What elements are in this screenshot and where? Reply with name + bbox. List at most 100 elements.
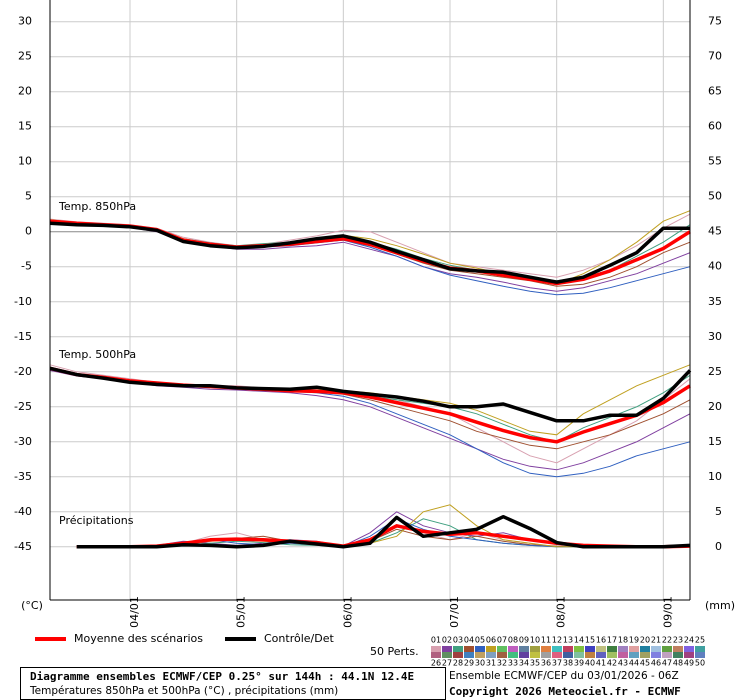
member-label: 44 bbox=[629, 659, 639, 668]
series-line bbox=[76, 514, 691, 549]
member-swatch bbox=[530, 652, 540, 658]
member-swatch bbox=[475, 652, 485, 658]
y2-tick-label: 60 bbox=[708, 120, 722, 133]
member-label: 30 bbox=[475, 659, 485, 668]
x-tick-label: 06/01 bbox=[341, 596, 354, 628]
member-label: 22 bbox=[662, 636, 672, 645]
x-tick-label: 08/01 bbox=[555, 596, 568, 628]
member-label: 12 bbox=[552, 636, 562, 645]
member-label: 32 bbox=[497, 659, 507, 668]
member-swatch bbox=[640, 652, 650, 658]
member-label: 11 bbox=[541, 636, 551, 645]
member-swatch bbox=[640, 646, 650, 652]
member-swatch bbox=[585, 646, 595, 652]
member-label: 29 bbox=[464, 659, 474, 668]
member-swatch bbox=[662, 652, 672, 658]
y-tick-label: -35 bbox=[14, 470, 32, 483]
member-label: 42 bbox=[607, 659, 617, 668]
member-swatch bbox=[541, 652, 551, 658]
member-swatch bbox=[618, 646, 628, 652]
member-swatch bbox=[453, 652, 463, 658]
y-tick-label: 10 bbox=[18, 155, 32, 168]
member-label: 23 bbox=[673, 636, 683, 645]
grid bbox=[50, 0, 690, 600]
member-label: 05 bbox=[475, 636, 485, 645]
x-tick-label: 04/01 bbox=[128, 596, 141, 628]
footer-title: Diagramme ensembles ECMWF/CEP 0.25° sur … bbox=[30, 670, 414, 683]
member-label: 03 bbox=[453, 636, 463, 645]
member-label: 41 bbox=[596, 659, 606, 668]
member-label: 46 bbox=[651, 659, 661, 668]
y-tick-label: -45 bbox=[14, 540, 32, 553]
member-label: 02 bbox=[442, 636, 452, 645]
y2-tick-label: 25 bbox=[708, 365, 722, 378]
y2-tick-label: 65 bbox=[708, 85, 722, 98]
member-label: 06 bbox=[486, 636, 496, 645]
member-swatch bbox=[673, 652, 683, 658]
legend-label: Moyenne des scénarios bbox=[74, 632, 203, 645]
member-swatch bbox=[695, 652, 705, 658]
member-swatch bbox=[684, 646, 694, 652]
member-swatch bbox=[486, 652, 496, 658]
annotation: Temp. 850hPa bbox=[58, 200, 136, 213]
member-swatch bbox=[442, 646, 452, 652]
x-tick-label: 09/01 bbox=[661, 596, 674, 628]
member-swatch bbox=[618, 652, 628, 658]
member-label: 48 bbox=[673, 659, 683, 668]
member-label: 40 bbox=[585, 659, 595, 668]
member-swatch bbox=[651, 646, 661, 652]
y2-tick-label: 10 bbox=[708, 470, 722, 483]
annotation: Précipitations bbox=[59, 514, 134, 527]
series-line bbox=[49, 366, 692, 423]
series-line bbox=[49, 221, 690, 284]
member-swatch bbox=[497, 652, 507, 658]
member-swatch bbox=[453, 646, 463, 652]
member-label: 49 bbox=[684, 659, 694, 668]
member-label: 27 bbox=[442, 659, 452, 668]
member-label: 16 bbox=[596, 636, 606, 645]
member-label: 37 bbox=[552, 659, 562, 668]
member-swatch bbox=[673, 646, 683, 652]
y2-tick-label: 55 bbox=[708, 155, 722, 168]
member-label: 17 bbox=[607, 636, 617, 645]
member-swatch bbox=[585, 652, 595, 658]
y2-tick-label: 5 bbox=[715, 505, 722, 518]
y2-tick-label: 50 bbox=[708, 190, 722, 203]
member-swatch bbox=[508, 652, 518, 658]
x-tick-label: 07/01 bbox=[448, 596, 461, 628]
member-label: 14 bbox=[574, 636, 584, 645]
member-swatch bbox=[519, 652, 529, 658]
member-swatch bbox=[607, 646, 617, 652]
member-swatch bbox=[695, 646, 705, 652]
y2-tick-label: 35 bbox=[708, 295, 722, 308]
member-label: 47 bbox=[662, 659, 672, 668]
member-label: 39 bbox=[574, 659, 584, 668]
y2-tick-label: 0 bbox=[715, 540, 722, 553]
member-label: 25 bbox=[695, 636, 705, 645]
y-tick-label: 30 bbox=[18, 15, 32, 28]
annotation: Temp. 500hPa bbox=[58, 348, 136, 361]
member-swatch bbox=[442, 652, 452, 658]
footer-run: Ensemble ECMWF/CEP du 03/01/2026 - 06Z bbox=[449, 670, 679, 682]
member-label: 43 bbox=[618, 659, 628, 668]
y-tick-label: -15 bbox=[14, 330, 32, 343]
member-swatch bbox=[486, 646, 496, 652]
footer-subtitle: Températures 850hPa et 500hPa (°C) , pré… bbox=[29, 685, 338, 697]
y-tick-label: -10 bbox=[14, 295, 32, 308]
y-tick-label: 15 bbox=[18, 120, 32, 133]
member-swatch bbox=[541, 646, 551, 652]
member-swatch bbox=[497, 646, 507, 652]
member-label: 35 bbox=[530, 659, 540, 668]
y2-tick-label: 45 bbox=[708, 225, 722, 238]
member-label: 20 bbox=[640, 636, 650, 645]
member-swatch bbox=[596, 646, 606, 652]
member-swatch bbox=[530, 646, 540, 652]
member-label: 36 bbox=[541, 659, 551, 668]
member-label: 34 bbox=[519, 659, 529, 668]
member-swatch bbox=[475, 646, 485, 652]
member-label: 09 bbox=[519, 636, 529, 645]
y2-tick-label: 40 bbox=[708, 260, 722, 273]
member-swatch bbox=[662, 646, 672, 652]
member-label: 26 bbox=[431, 659, 441, 668]
